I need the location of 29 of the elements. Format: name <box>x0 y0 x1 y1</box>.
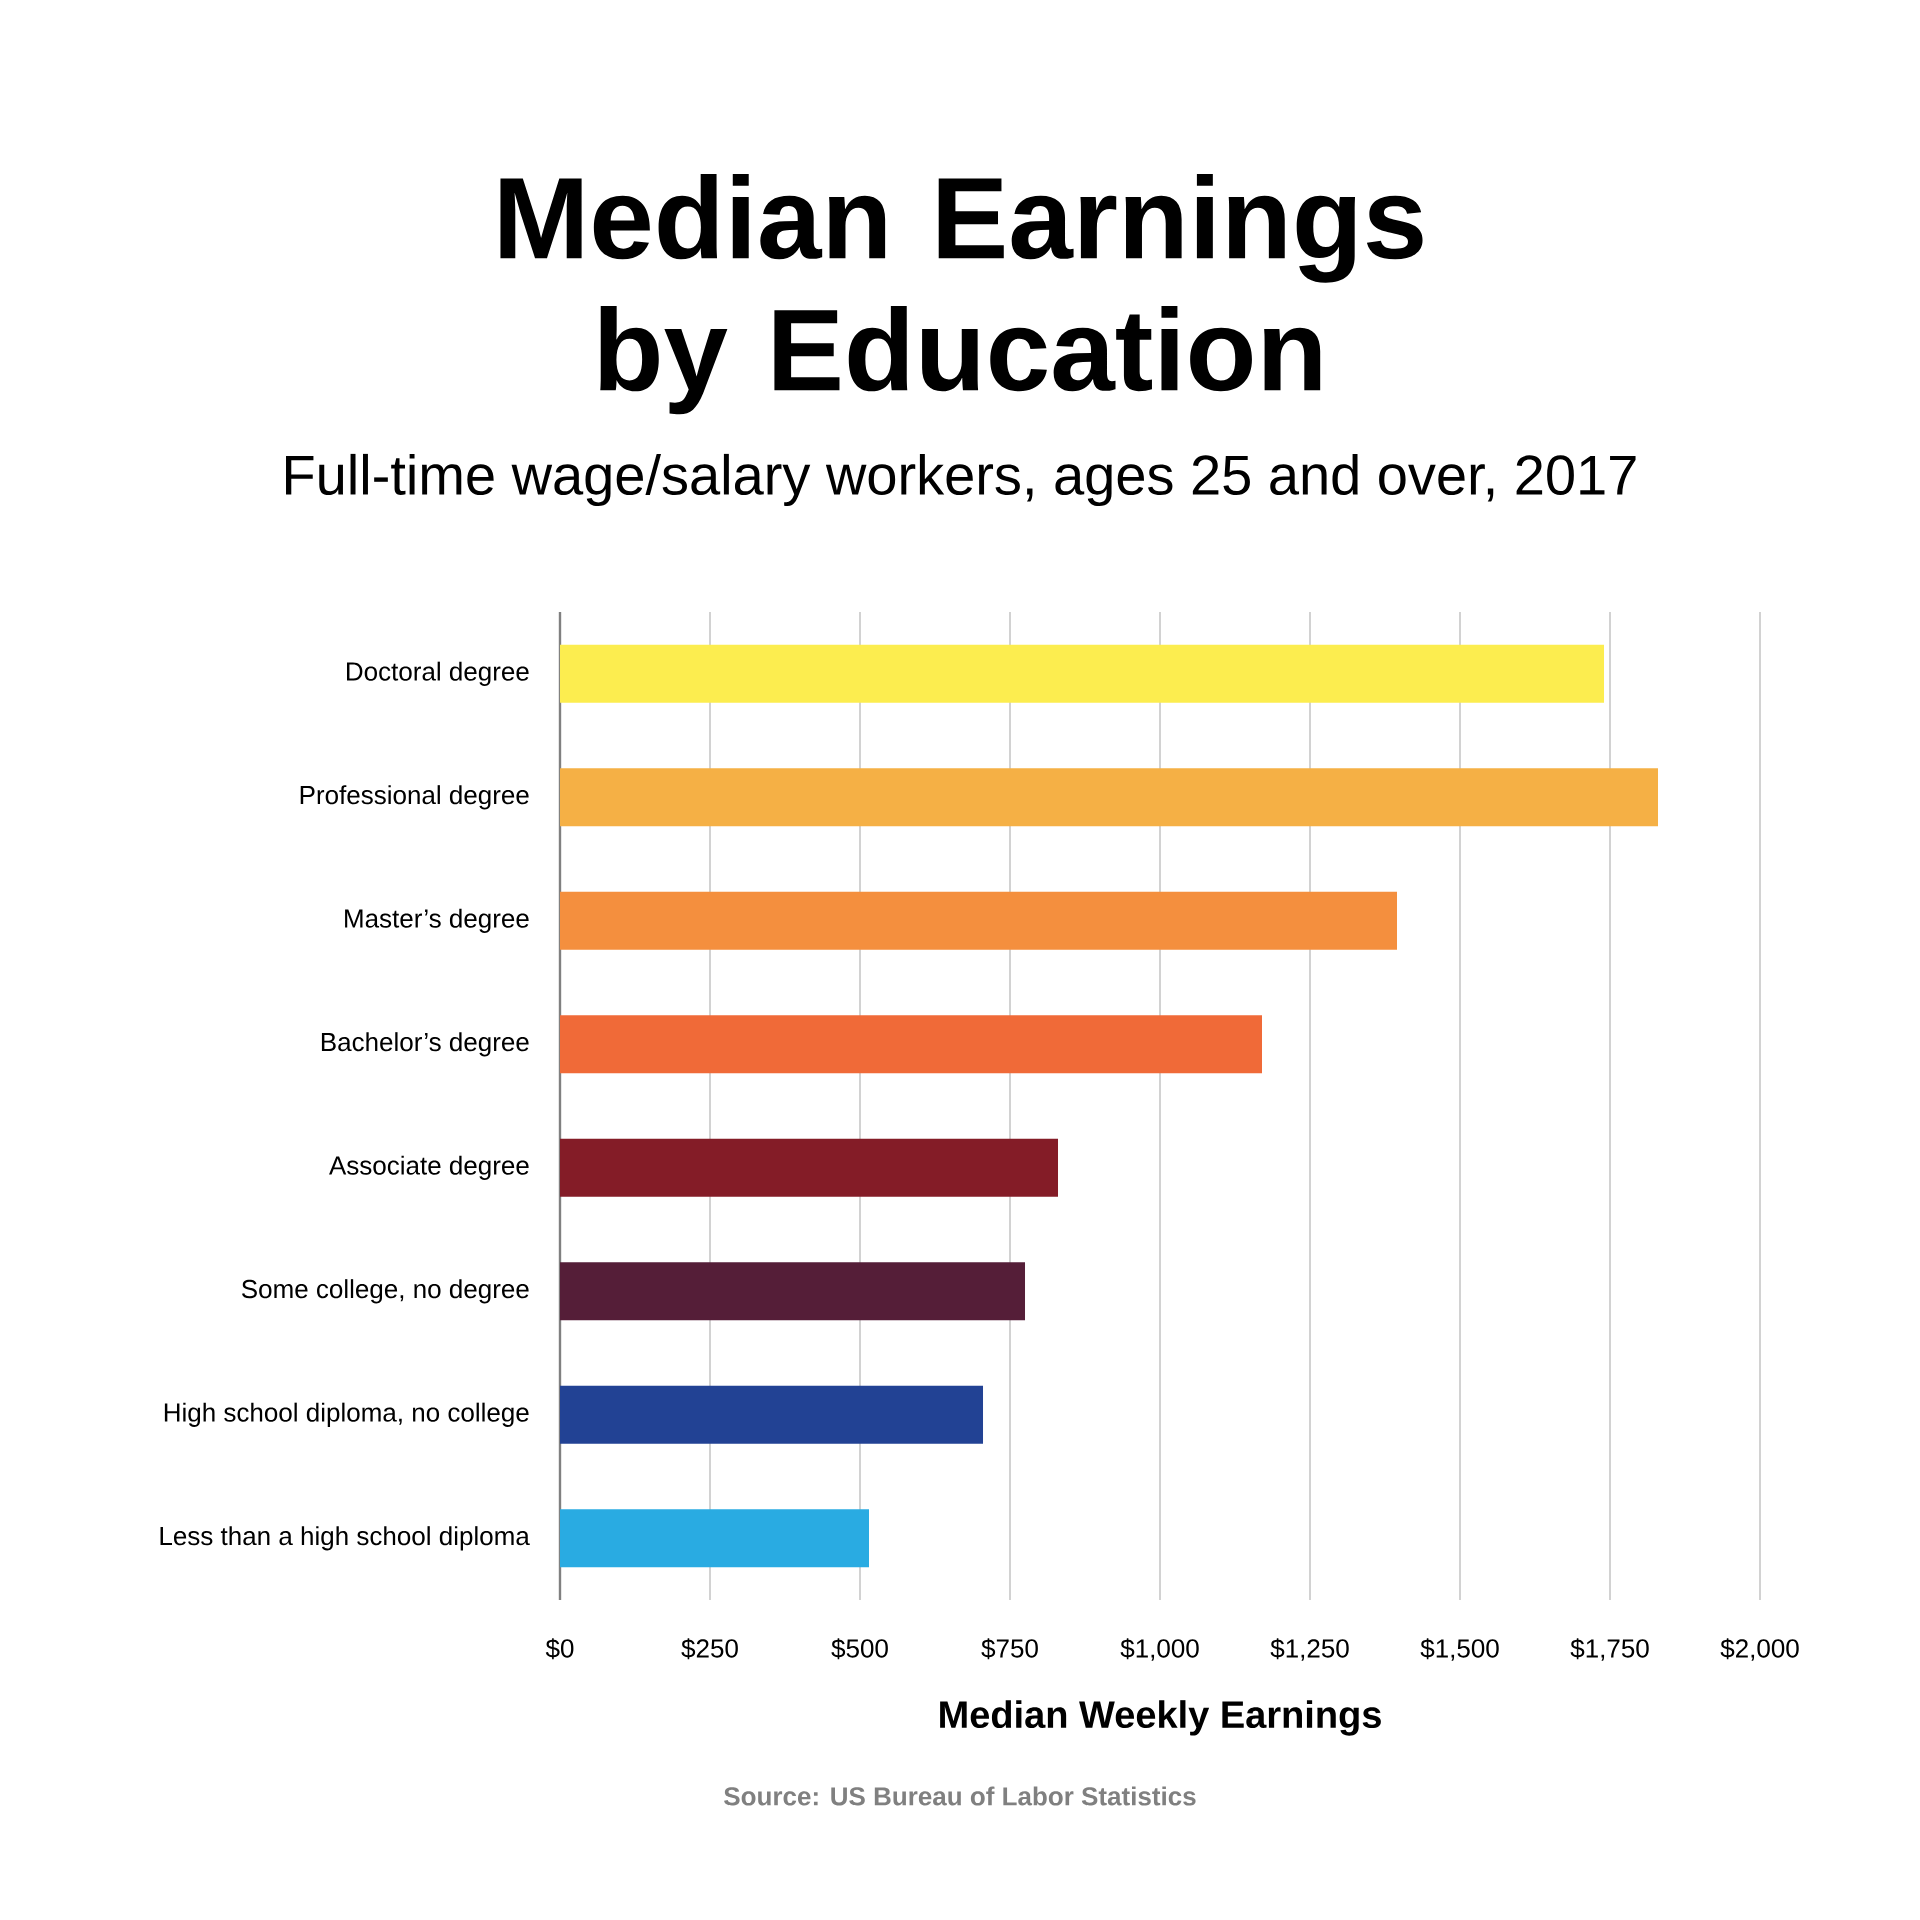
x-tick-label: $750 <box>981 1638 1038 1660</box>
x-axis-title: Median Weekly Earnings <box>940 1700 1381 1736</box>
bar <box>559 644 1605 703</box>
x-tick-label: $250 <box>681 1638 738 1660</box>
y-tick-label: Doctoral degree <box>347 661 529 686</box>
x-tick-label: $1,500 <box>1420 1638 1499 1661</box>
source-note: Source: US Bureau of Labor Statistics <box>724 1786 1196 1806</box>
bar <box>559 1509 870 1568</box>
y-tick-label: Less than a high school diploma <box>160 1526 530 1551</box>
x-tick-label: $1,000 <box>1120 1638 1199 1661</box>
bar <box>559 1138 1059 1197</box>
y-tick-label: Professional degree <box>300 785 529 810</box>
x-tick-label: $500 <box>831 1638 888 1660</box>
bar <box>559 1015 1262 1074</box>
x-tick-label: $2,000 <box>1720 1638 1799 1661</box>
y-tick-label: High school diploma, no college <box>164 1402 529 1427</box>
x-tick-label: $1,250 <box>1270 1638 1349 1661</box>
y-tick-label: Bachelor’s degree <box>321 1032 529 1057</box>
x-tick-label: $1,750 <box>1570 1638 1649 1661</box>
x-tick-label: $0 <box>545 1638 574 1660</box>
y-tick-label: Some college, no degree <box>241 1279 529 1304</box>
y-tick-label: Master’s degree <box>345 908 529 933</box>
bar <box>559 768 1659 827</box>
y-tick-label: Associate degree <box>329 1155 529 1180</box>
bar <box>559 1262 1026 1321</box>
chart-title: Median Earnings by Education <box>500 174 1423 415</box>
chart-subtitle: Full-time wage/salary workers, ages 25 and over, 2017 <box>286 453 1636 507</box>
bar <box>559 891 1398 950</box>
bar <box>559 1385 984 1444</box>
